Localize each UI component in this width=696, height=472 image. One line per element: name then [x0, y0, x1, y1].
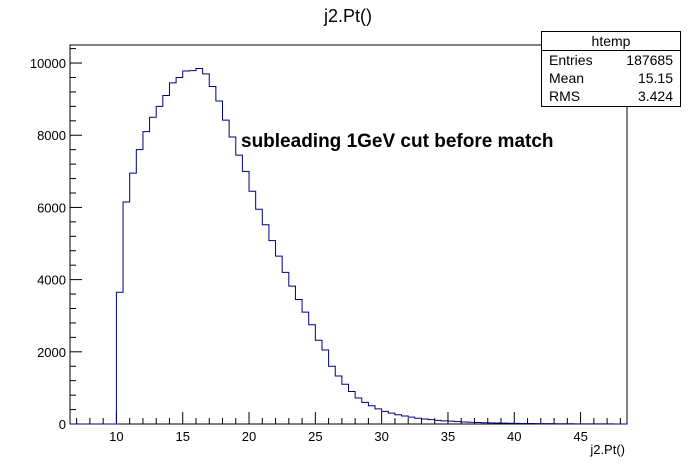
histogram-bin — [163, 96, 170, 424]
histogram-bars — [70, 67, 628, 425]
histogram-bin — [269, 241, 276, 424]
y-tick-label: 6000 — [37, 200, 66, 215]
histogram-bin — [329, 366, 336, 424]
x-tick-label: 15 — [175, 429, 189, 444]
histogram-bin — [382, 411, 389, 424]
histogram-bin — [223, 120, 230, 424]
histogram-bin — [408, 417, 415, 424]
histogram-bin — [130, 173, 137, 424]
y-tick-label: 0 — [59, 417, 66, 432]
histogram-bin — [315, 340, 322, 424]
stats-label: Mean — [549, 70, 585, 86]
histogram-bin — [282, 272, 289, 424]
histogram-bin — [229, 137, 236, 424]
stats-row-mean: Mean 15.15 — [542, 69, 680, 87]
histogram-bin — [236, 155, 243, 424]
histogram-bin — [136, 150, 143, 424]
stats-title: htemp — [542, 32, 680, 51]
y-axis: 0 2000 4000 6000 8000 10000 — [30, 48, 82, 432]
histogram-bin — [309, 325, 316, 424]
histogram-bin — [302, 312, 309, 424]
histogram-bin — [335, 376, 342, 424]
histogram-bin — [116, 292, 123, 424]
x-tick-label: 30 — [374, 429, 388, 444]
histogram-bin — [189, 71, 196, 424]
histogram-bin — [435, 420, 442, 424]
annotation-text: subleading 1GeV cut before match — [241, 131, 554, 152]
x-tick-label: 25 — [308, 429, 322, 444]
histogram-bin — [402, 416, 409, 424]
histogram-bin — [428, 420, 435, 424]
x-tick-label: 10 — [109, 429, 123, 444]
histogram-bin — [349, 392, 356, 424]
histogram-bin — [209, 87, 216, 424]
stats-row-rms: RMS 3.424 — [542, 87, 680, 105]
histogram-bin — [196, 68, 203, 424]
histogram-bin — [415, 418, 422, 424]
histogram-bin — [183, 71, 190, 424]
histogram-bin — [169, 83, 176, 424]
y-tick-label: 2000 — [37, 345, 66, 360]
x-axis: 10 15 20 25 30 35 40 45 — [76, 412, 621, 444]
x-tick-label: 40 — [507, 429, 521, 444]
y-tick-label: 8000 — [37, 128, 66, 143]
histogram-bin — [368, 406, 375, 424]
stats-row-entries: Entries 187685 — [542, 51, 680, 69]
histogram-bin — [289, 286, 296, 424]
stats-value: 15.15 — [637, 70, 673, 86]
x-tick-label: 20 — [242, 429, 256, 444]
histogram-bin — [150, 117, 157, 424]
histogram-bin — [176, 77, 183, 424]
histogram-bin — [156, 106, 163, 424]
histogram-bin — [249, 191, 256, 424]
histogram-bin — [421, 419, 428, 424]
histogram-bin — [242, 171, 249, 424]
histogram-bin — [342, 384, 349, 424]
histogram-bin — [295, 299, 302, 424]
histogram-bin — [276, 256, 283, 424]
y-tick-label: 4000 — [37, 273, 66, 288]
x-tick-label: 45 — [573, 429, 587, 444]
chart-title: j2.Pt() — [323, 6, 372, 26]
stats-box: htemp Entries 187685 Mean 15.15 RMS 3.42… — [541, 31, 681, 107]
histogram-bin — [216, 101, 223, 424]
histogram-bin — [362, 402, 369, 424]
plot-frame — [69, 44, 628, 425]
histogram-bin — [143, 132, 150, 424]
stats-value: 187685 — [626, 52, 673, 68]
y-tick-label: 10000 — [30, 56, 66, 71]
histogram-bin — [123, 202, 130, 424]
histogram-bin — [395, 415, 402, 424]
histogram-bin — [203, 74, 210, 424]
histogram-bin — [322, 350, 329, 424]
x-tick-label: 35 — [441, 429, 455, 444]
x-axis-label: j2.Pt() — [589, 442, 625, 457]
histogram-bin — [388, 413, 395, 424]
stats-label: RMS — [549, 88, 581, 104]
histogram-bin — [256, 209, 263, 424]
stats-label: Entries — [549, 52, 593, 68]
histogram-outline — [70, 67, 628, 425]
histogram-bin — [375, 409, 382, 424]
histogram-bin — [355, 398, 362, 424]
histogram-bin — [262, 225, 269, 424]
stats-value: 3.424 — [637, 88, 673, 104]
